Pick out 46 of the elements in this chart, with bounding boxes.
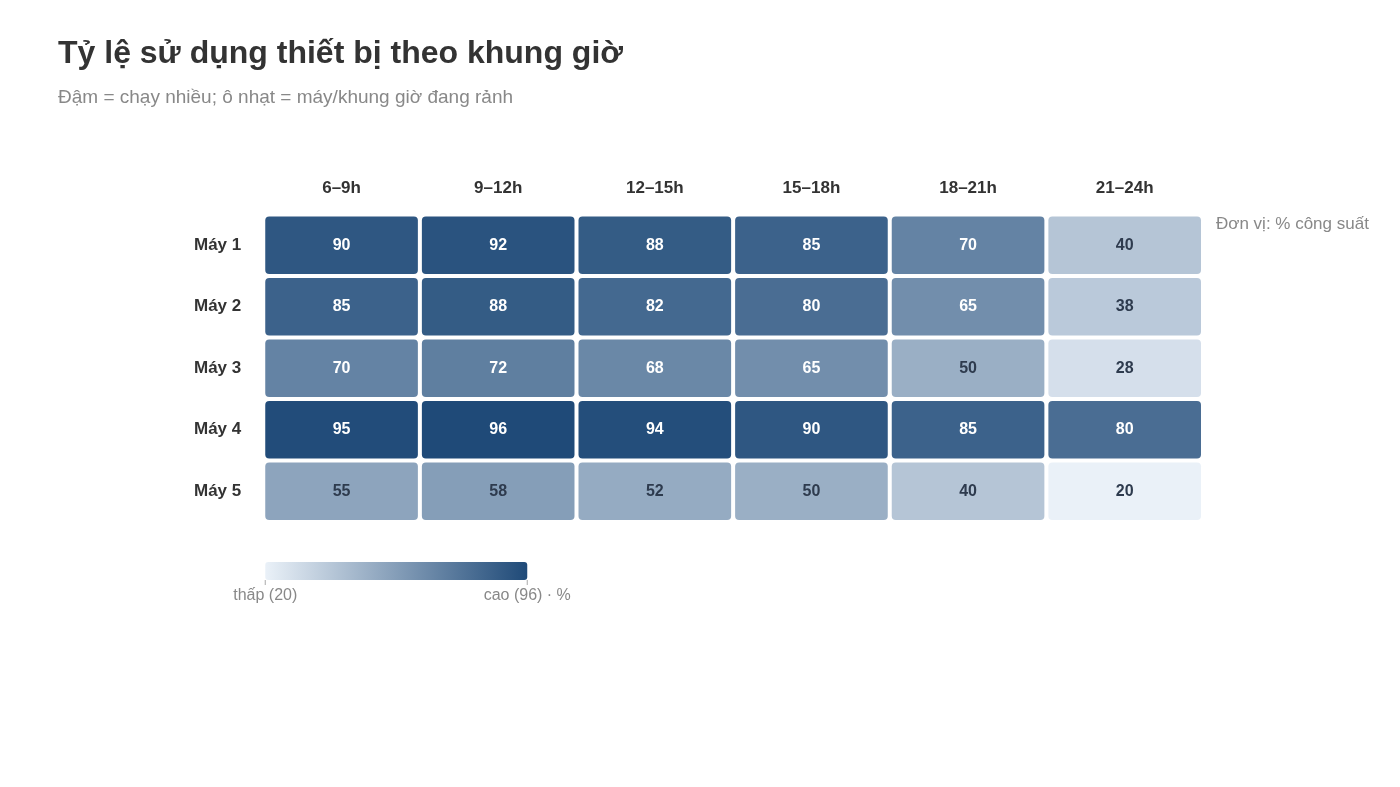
data-label: 65 (802, 358, 821, 376)
data-label: 94 (645, 420, 664, 438)
chart-subtitle: Đậm = chạy nhiều; ô nhạt = máy/khung giờ đang rảnh (58, 86, 514, 108)
data-label: 88 (645, 235, 664, 253)
data-label: 70 (959, 235, 978, 253)
data-label: 95 (332, 420, 351, 438)
x-tick-label: 12–15h (625, 177, 684, 197)
data-label: 85 (802, 235, 821, 253)
data-label: 88 (489, 297, 508, 315)
data-label: 50 (959, 358, 978, 376)
y-tick-label: Máy 4 (194, 419, 242, 439)
text: Đơn vị: % công suất (1216, 214, 1369, 234)
x-tick-label: 15–18h (782, 177, 841, 197)
data-label: 72 (489, 358, 508, 376)
data-label: 80 (802, 297, 821, 315)
data-label: 68 (645, 358, 664, 376)
data-label: 52 (645, 481, 664, 499)
data-label: 90 (332, 235, 351, 253)
data-label: 85 (959, 420, 978, 438)
x-tick-label: 21–24h (1095, 177, 1154, 197)
data-label: 40 (1115, 235, 1134, 253)
data-label: 92 (489, 235, 508, 253)
y-tick-label: Máy 2 (194, 296, 242, 316)
data-label: 28 (1115, 358, 1134, 376)
data-label: 58 (489, 481, 508, 499)
x-tick-label: 6–9h (322, 177, 361, 197)
data-label: 20 (1115, 481, 1134, 499)
data-label: 96 (489, 420, 508, 438)
data-label: 65 (959, 297, 978, 315)
y-tick-label: Máy 5 (194, 480, 242, 500)
data-label: 55 (332, 481, 351, 499)
data-label: 38 (1115, 297, 1134, 315)
color-bar-label: cao (96) · % (483, 586, 571, 604)
data-label: 80 (1115, 420, 1134, 438)
data-label: 50 (802, 481, 821, 499)
x-tick-label: 9–12h (474, 177, 523, 197)
y-tick-label: Máy 3 (194, 357, 242, 377)
y-tick-label: Máy 1 (194, 234, 242, 254)
data-label: 70 (332, 358, 351, 376)
x-tick-label: 18–21h (939, 177, 997, 197)
data-label: 82 (645, 297, 664, 315)
data-label: 90 (802, 420, 821, 438)
chart-title: Tỷ lệ sử dụng thiết bị theo khung giờ (58, 34, 624, 71)
data-label: 40 (959, 481, 978, 499)
color-bar-label: thấp (20) (233, 586, 298, 604)
data-label: 85 (332, 297, 351, 315)
